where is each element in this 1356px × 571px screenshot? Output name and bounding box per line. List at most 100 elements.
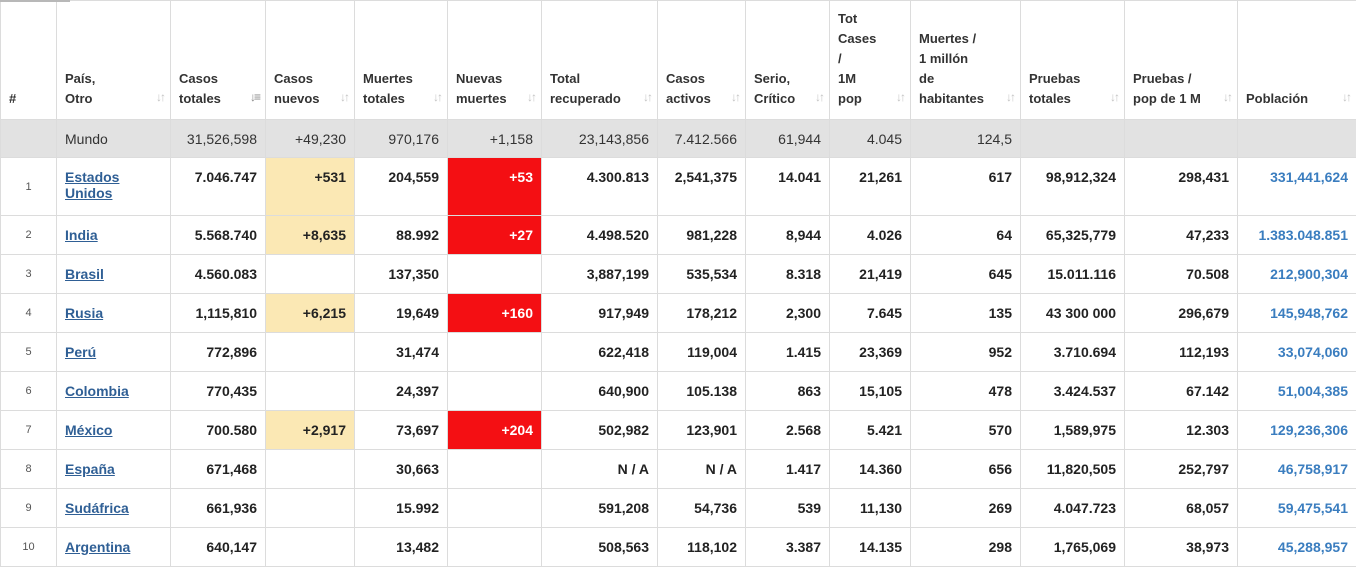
active-cases-cell: 123,901: [657, 410, 746, 450]
new-cases-cell: [265, 254, 355, 294]
column-header-label: 1 millón: [919, 51, 969, 66]
column-header-total-cases[interactable]: Casos totales ↓≡: [170, 0, 266, 120]
column-header-label: totales: [179, 91, 221, 106]
column-header-active-cases[interactable]: Casos activos ↓↑: [657, 0, 746, 120]
critical-cell: 3.387: [745, 527, 830, 567]
total-deaths-cell: 31,474: [354, 332, 448, 372]
total-deaths-cell: 88.992: [354, 215, 448, 255]
active-cases-cell: 118,102: [657, 527, 746, 567]
total-cases-cell: 770,435: [170, 371, 266, 411]
column-header-label: País,: [65, 71, 96, 86]
sort-arrows-icon[interactable]: ↓↑: [527, 90, 537, 104]
column-header-new-cases[interactable]: Casos nuevos ↓↑: [265, 0, 355, 120]
cases-per-1m-cell: 14.135: [829, 527, 911, 567]
sort-desc-icon[interactable]: ↓≡: [249, 90, 261, 104]
sort-arrows-icon[interactable]: ↓↑: [643, 90, 653, 104]
column-header-deaths-per-1m[interactable]: Muertes / 1 millón de habitantes ↓↑: [910, 0, 1021, 120]
column-header-total-recovered[interactable]: Total recuperado ↓↑: [541, 0, 658, 120]
column-header-country[interactable]: País, Otro ↓↑: [56, 0, 171, 120]
total-tests-cell: 11,820,505: [1020, 449, 1125, 489]
country-cell: Perú: [56, 332, 171, 372]
column-header-total-tests[interactable]: Pruebas totales ↓↑: [1020, 0, 1125, 120]
total-recovered-cell: N / A: [541, 449, 658, 489]
world-total-tests-cell: [1020, 119, 1125, 158]
active-cases-cell: 105.138: [657, 371, 746, 411]
total-cases-cell: 1,115,810: [170, 293, 266, 333]
column-header-label: Casos: [666, 71, 706, 86]
table-row: 1 Estados Unidos 7.046.747 +531 204,559 +53 4.3…: [0, 157, 1356, 216]
population-cell: 1.383.048.851: [1237, 215, 1356, 255]
new-deaths-cell: +53: [447, 157, 542, 216]
population-cell: 129,236,306: [1237, 410, 1356, 450]
critical-cell: 539: [745, 488, 830, 528]
population-cell: 331,441,624: [1237, 157, 1356, 216]
new-cases-cell: +2,917: [265, 410, 355, 450]
country-link[interactable]: Estados Unidos: [65, 169, 119, 201]
deaths-per-1m-cell: 656: [910, 449, 1021, 489]
column-header-tests-per-1m[interactable]: Pruebas / pop de 1 M ↓↑: [1124, 0, 1238, 120]
cases-per-1m-cell: 7.645: [829, 293, 911, 333]
column-header-label: #: [9, 91, 17, 106]
world-deaths-per-1m-cell: 124,5: [910, 119, 1021, 158]
column-header-label: Serio,: [754, 71, 791, 86]
table-row: 7 México 700.580 +2,917 73,697 +204 502,982 123…: [0, 410, 1356, 450]
sort-arrows-icon[interactable]: ↓↑: [896, 90, 906, 104]
tests-per-1m-cell: 252,797: [1124, 449, 1238, 489]
new-deaths-cell: +160: [447, 293, 542, 333]
rank-cell: 1: [0, 157, 57, 216]
new-deaths-cell: [447, 488, 542, 528]
table-row: 9 Sudáfrica 661,936 15.992 591,208 54,736 539 1…: [0, 488, 1356, 528]
total-tests-cell: 1,765,069: [1020, 527, 1125, 567]
country-cell: Argentina: [56, 527, 171, 567]
population-cell: 212,900,304: [1237, 254, 1356, 294]
world-tests-per-1m-cell: [1124, 119, 1238, 158]
column-header-label: recuperado: [550, 91, 621, 106]
sort-arrows-icon[interactable]: ↓↑: [815, 90, 825, 104]
column-header-label: Muertes /: [919, 31, 977, 46]
column-header-label: Pruebas /: [1133, 71, 1192, 86]
column-header-new-deaths[interactable]: Nuevas muertes ↓↑: [447, 0, 542, 120]
column-header-label: /: [838, 51, 842, 66]
country-link-line: Unidos: [65, 185, 113, 201]
sort-arrows-icon[interactable]: ↓↑: [340, 90, 350, 104]
country-link[interactable]: Sudáfrica: [65, 500, 129, 516]
total-recovered-cell: 3,887,199: [541, 254, 658, 294]
sort-arrows-icon[interactable]: ↓↑: [1342, 90, 1352, 104]
country-link[interactable]: Perú: [65, 344, 97, 360]
sort-arrows-icon[interactable]: ↓↑: [1110, 90, 1120, 104]
country-link[interactable]: México: [65, 422, 113, 438]
sort-arrows-icon[interactable]: ↓↑: [1006, 90, 1016, 104]
total-recovered-cell: 622,418: [541, 332, 658, 372]
column-header-total-deaths[interactable]: Muertes totales ↓↑: [354, 0, 448, 120]
sort-arrows-icon[interactable]: ↓↑: [433, 90, 443, 104]
column-header-critical[interactable]: Serio, Crítico ↓↑: [745, 0, 830, 120]
sort-arrows-icon[interactable]: ↓↑: [731, 90, 741, 104]
column-header-cases-per-1m[interactable]: Tot Cases / 1M pop ↓↑: [829, 0, 911, 120]
country-link[interactable]: Brasil: [65, 266, 104, 282]
total-cases-cell: 772,896: [170, 332, 266, 372]
country-cell: México: [56, 410, 171, 450]
total-cases-cell: 7.046.747: [170, 157, 266, 216]
total-cases-cell: 671,468: [170, 449, 266, 489]
country-link[interactable]: India: [65, 227, 98, 243]
table-row: 6 Colombia 770,435 24,397 640,900 105.138 863 1…: [0, 371, 1356, 411]
deaths-per-1m-cell: 64: [910, 215, 1021, 255]
country-link-line: Estados: [65, 169, 120, 185]
total-deaths-cell: 204,559: [354, 157, 448, 216]
sort-arrows-icon[interactable]: ↓↑: [1223, 90, 1233, 104]
country-link[interactable]: Rusia: [65, 305, 104, 321]
country-link[interactable]: Argentina: [65, 539, 131, 555]
deaths-per-1m-cell: 478: [910, 371, 1021, 411]
total-deaths-cell: 137,350: [354, 254, 448, 294]
country-link[interactable]: Colombia: [65, 383, 129, 399]
new-deaths-cell: [447, 371, 542, 411]
total-cases-cell: 700.580: [170, 410, 266, 450]
total-recovered-cell: 502,982: [541, 410, 658, 450]
sort-arrows-icon[interactable]: ↓↑: [156, 90, 166, 104]
rank-cell: 7: [0, 410, 57, 450]
critical-cell: 8.318: [745, 254, 830, 294]
country-link[interactable]: España: [65, 461, 115, 477]
total-recovered-cell: 4.300.813: [541, 157, 658, 216]
column-header-population[interactable]: Población ↓↑: [1237, 0, 1356, 120]
